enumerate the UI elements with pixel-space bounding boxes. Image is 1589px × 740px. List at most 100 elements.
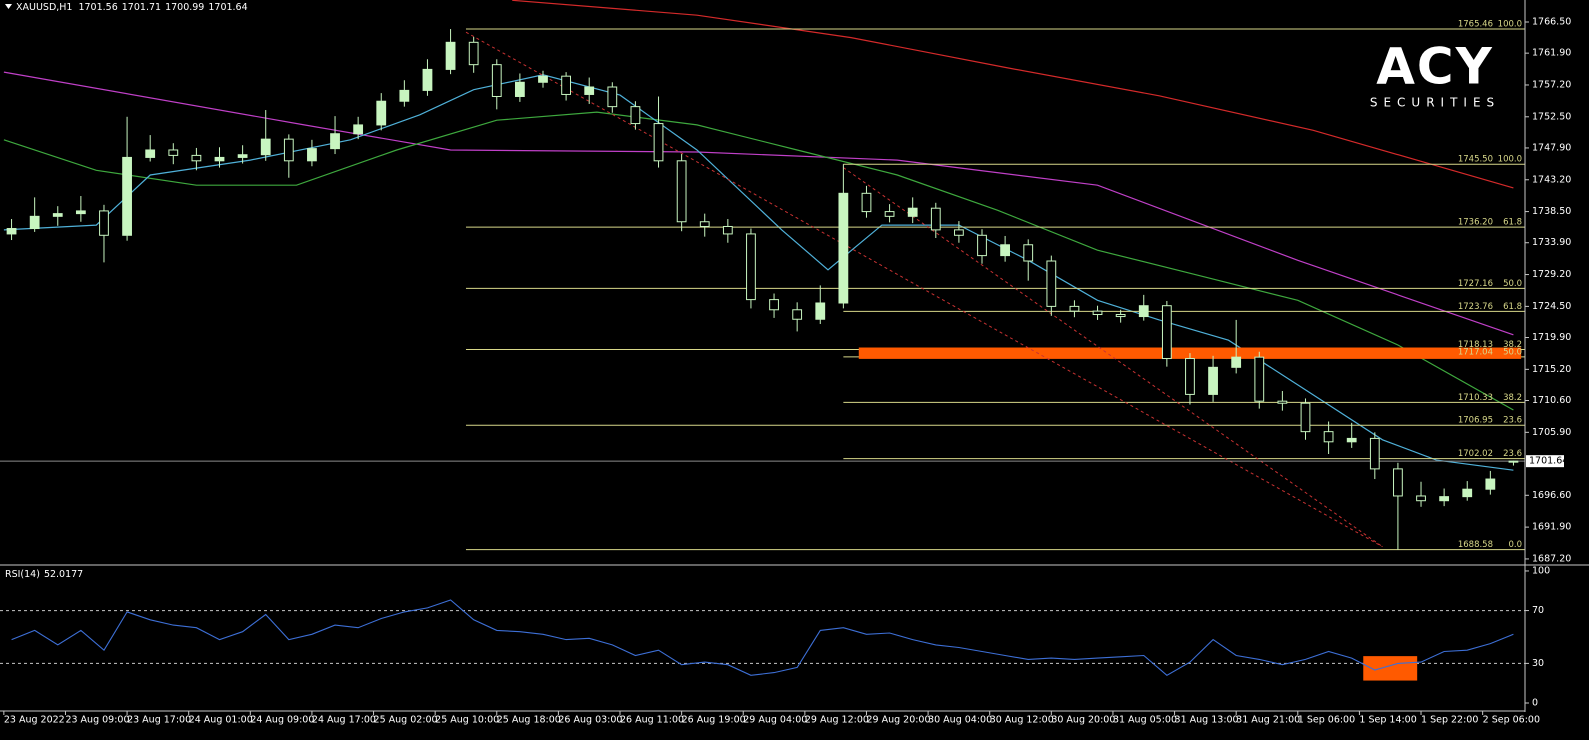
x-tick-label: 23 Aug 2022: [4, 715, 65, 726]
x-tick-label: 1 Sep 06:00: [1298, 715, 1355, 726]
header-close: 1701.64: [208, 2, 247, 13]
candle-body: [630, 106, 641, 125]
header-low: 1700.99: [165, 2, 204, 13]
x-tick-label: 23 Aug 09:00: [65, 715, 129, 726]
candle-body: [607, 86, 618, 108]
fib-ratio-label: 38.2: [1503, 340, 1522, 350]
y-tick-label: 1738.50: [1532, 206, 1571, 217]
fib-price-label: 1745.50: [1458, 155, 1493, 165]
x-tick-label: 31 Aug 21:00: [1236, 715, 1300, 726]
candle-body: [977, 234, 987, 257]
fib-price-label: 1688.58: [1458, 540, 1493, 550]
fib-ratio-label: 61.8: [1503, 218, 1522, 228]
y-tick-label: 1761.90: [1532, 48, 1571, 59]
fib-price-label: 1765.46: [1458, 20, 1493, 30]
candle-body: [1161, 305, 1172, 360]
candle-body: [584, 86, 595, 95]
x-tick-label: 25 Aug 10:00: [435, 715, 499, 726]
y-tick-label: 1733.90: [1532, 237, 1571, 248]
x-tick-label: 2 Sep 06:00: [1483, 715, 1540, 726]
x-tick-label: 25 Aug 18:00: [497, 715, 561, 726]
x-tick-label: 30 Aug 12:00: [990, 715, 1054, 726]
fib-ratio-label: 50.0: [1503, 347, 1522, 357]
candle-body: [52, 213, 63, 217]
candle-body: [468, 41, 479, 66]
candle-body: [884, 211, 895, 217]
y-tick-label: 1752.50: [1532, 111, 1571, 122]
candle-body: [954, 229, 964, 236]
x-tick-label: 23 Aug 17:00: [127, 715, 191, 726]
x-tick-label: 31 Aug 05:00: [1113, 715, 1177, 726]
x-tick-label: 29 Aug 04:00: [743, 715, 807, 726]
y-tick-label: 1757.20: [1532, 79, 1571, 90]
y-tick-label: 1696.60: [1532, 490, 1571, 501]
y-tick-label: 1729.20: [1532, 269, 1571, 280]
candle-body: [907, 207, 918, 217]
candle-body: [191, 154, 202, 162]
y-tick-label: 1710.60: [1532, 395, 1571, 406]
rsi-value: 52.0177: [44, 569, 83, 580]
candle-body: [861, 192, 872, 213]
fib-ratio-label: 23.6: [1503, 416, 1522, 426]
candle-body: [538, 75, 548, 83]
x-tick-label: 26 Aug 19:00: [682, 715, 746, 726]
y-tick-label: 1766.50: [1532, 17, 1571, 28]
labels: 1766.50 1761.90 1757.20 1752.50 1747.90 1743.…: [3, 17, 1571, 726]
candle-body: [283, 138, 294, 162]
x-tick-label: 30 Aug 20:00: [1051, 715, 1115, 726]
y-tick-label: 1719.90: [1532, 332, 1571, 343]
candle-body: [376, 100, 387, 126]
x-tick-label: 26 Aug 11:00: [620, 715, 684, 726]
fib-ratio-label: 50.0: [1503, 279, 1522, 289]
y-tick-label: 70: [1532, 605, 1544, 616]
y-tick-label: 1715.20: [1532, 364, 1571, 375]
candle-body: [1115, 314, 1126, 318]
y-tick-label: 1687.20: [1532, 553, 1571, 564]
candle-body: [6, 228, 17, 235]
candle-body: [237, 154, 248, 158]
candle-body: [815, 302, 826, 320]
fib-ratio-label: 100.0: [1498, 155, 1522, 165]
candle-body: [99, 210, 109, 236]
rsi-title: RSI(14): [5, 569, 40, 580]
candle-body: [769, 299, 779, 311]
candle-body: [1046, 260, 1057, 307]
candle-body: [1023, 244, 1034, 262]
candle-body: [514, 81, 525, 97]
header-open: 1701.56: [78, 2, 117, 13]
candle-body: [1208, 366, 1218, 395]
y-tick-label: 30: [1532, 658, 1544, 669]
y-tick-label: 1743.20: [1532, 174, 1571, 185]
candles: [6, 29, 1519, 676]
moving-average: [512, 0, 1514, 189]
symbol: XAUUSD,H1: [16, 2, 72, 13]
x-tick-label: 24 Aug 17:00: [312, 715, 376, 726]
logo-brand: ACY: [1376, 38, 1494, 96]
y-tick-label: 1691.90: [1532, 522, 1571, 533]
current-price-label: 1701.64: [1529, 456, 1568, 467]
fib-ratio-label: 61.8: [1503, 302, 1522, 312]
menu-triangle: [5, 4, 12, 9]
moving-average: [3, 111, 1514, 411]
fib-price-label: 1727.16: [1458, 279, 1493, 289]
candle-body: [1393, 468, 1403, 497]
candle-body: [1485, 478, 1496, 490]
x-tick-label: 29 Aug 20:00: [866, 715, 930, 726]
candle-body: [1323, 431, 1334, 443]
x-tick-label: 25 Aug 02:00: [374, 715, 438, 726]
x-tick-label: 1 Sep 14:00: [1359, 715, 1416, 726]
y-tick-label: 1724.50: [1532, 301, 1571, 312]
candle-body: [1416, 495, 1426, 502]
candle-body: [75, 210, 86, 215]
candle-body: [491, 64, 502, 97]
x-tick-label: 31 Aug 13:00: [1175, 715, 1239, 726]
candle-body: [445, 41, 456, 70]
candle-body: [145, 149, 156, 158]
y-tick-label: 1747.90: [1532, 142, 1571, 153]
fib-ratio-label: 38.2: [1503, 393, 1522, 403]
candle-body: [29, 215, 40, 230]
y-tick-label: 1705.90: [1532, 427, 1571, 438]
candle-body: [330, 133, 340, 150]
